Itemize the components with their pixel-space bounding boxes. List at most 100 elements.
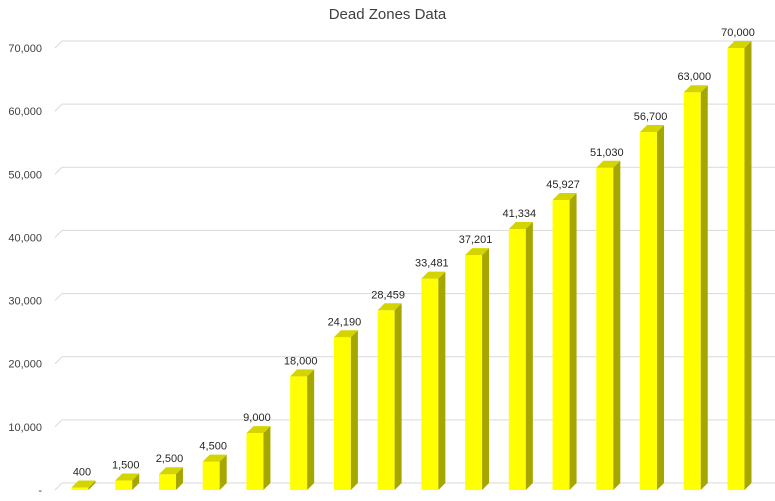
- y-tick-label: 60,000: [8, 106, 42, 118]
- bar-front: [333, 337, 351, 490]
- bar-front: [596, 167, 614, 491]
- data-label: 400: [73, 466, 91, 478]
- bar: [683, 85, 708, 490]
- bar-top: [727, 41, 752, 48]
- bar: [465, 248, 490, 490]
- data-label: 56,700: [634, 111, 668, 123]
- y-tick-label: 30,000: [8, 296, 42, 308]
- y-tick-label: 10,000: [8, 422, 42, 434]
- bar-top: [596, 160, 621, 168]
- bar-side: [175, 467, 183, 490]
- bar-top: [115, 473, 140, 481]
- bar-side: [482, 248, 490, 490]
- data-label: 33,481: [415, 258, 449, 270]
- bar-top: [202, 454, 227, 462]
- data-labels: 400 1,500 2,500 4,500 9,000 18,000 24,190 28,45…: [73, 27, 755, 478]
- data-label: 70,000: [721, 27, 755, 39]
- bar-top: [290, 369, 315, 377]
- bar-side: [263, 426, 271, 490]
- bar-front: [202, 461, 220, 490]
- bar: [640, 124, 665, 491]
- data-label: 18,000: [284, 355, 318, 367]
- bar-side: [88, 480, 96, 490]
- bar-top: [683, 85, 708, 93]
- data-label: 28,459: [371, 289, 405, 301]
- y-tick-label: -: [38, 485, 42, 497]
- bar-front: [465, 255, 483, 490]
- bar-front: [683, 92, 701, 490]
- bar: [115, 473, 140, 490]
- bar-top: [246, 426, 271, 434]
- gridline-slant: [54, 166, 63, 175]
- bar-front: [552, 200, 570, 491]
- gridline-slant: [54, 40, 63, 49]
- bar-top: [640, 124, 665, 132]
- bar-side: [613, 160, 621, 491]
- bar-side: [132, 473, 140, 490]
- chart-title: Dead Zones Data: [328, 6, 447, 23]
- data-label: 45,927: [546, 179, 580, 191]
- bar-top: [158, 467, 183, 475]
- y-axis: - 10,000 20,000 30,000 40,000 50,000 60,000 70,…: [8, 43, 42, 497]
- bar-front: [640, 131, 658, 491]
- bar: [377, 303, 402, 490]
- bar-front: [377, 310, 395, 490]
- bar-side: [700, 85, 708, 490]
- bar: [290, 369, 315, 490]
- bar: [596, 160, 621, 491]
- bar-side: [438, 271, 446, 490]
- bar-side: [744, 41, 752, 490]
- bar: [508, 222, 533, 490]
- data-label: 37,201: [459, 234, 493, 246]
- bar: [71, 480, 96, 490]
- gridline-slant: [54, 419, 63, 428]
- gridline-slant: [54, 293, 63, 301]
- bar-top: [333, 330, 358, 338]
- bar-side: [657, 124, 665, 490]
- bar: [421, 271, 446, 490]
- bar-top: [552, 193, 577, 201]
- data-label: 24,190: [328, 316, 362, 328]
- bar-top: [377, 303, 402, 311]
- bar: [158, 467, 183, 490]
- data-label: 2,500: [156, 453, 184, 465]
- bar-side: [394, 303, 402, 490]
- gridline-slant: [54, 482, 63, 491]
- data-label: 4,500: [199, 441, 227, 453]
- gridline-slant: [54, 103, 63, 112]
- bar-top: [71, 480, 96, 488]
- data-label: 41,334: [503, 208, 537, 220]
- bar: [333, 330, 358, 490]
- bars: [71, 41, 752, 491]
- bar: [552, 193, 577, 491]
- y-tick-label: 20,000: [8, 359, 42, 371]
- bar-front: [508, 229, 526, 490]
- bar-front: [158, 474, 176, 490]
- gridline-slant: [54, 356, 63, 365]
- bar-side: [307, 369, 315, 490]
- bar-front: [421, 278, 439, 490]
- y-tick-label: 40,000: [8, 232, 42, 244]
- data-label: 9,000: [243, 412, 271, 424]
- bar-top: [421, 271, 446, 279]
- gridline-slant: [54, 230, 63, 238]
- bar-side: [219, 454, 227, 490]
- y-tick-label: 50,000: [8, 169, 42, 181]
- bar-side: [350, 330, 358, 490]
- bar-front: [115, 480, 133, 490]
- data-label: 63,000: [677, 71, 711, 83]
- bar-front: [727, 48, 745, 490]
- bar: [727, 41, 752, 490]
- data-label: 51,030: [590, 147, 624, 159]
- bar-front: [71, 487, 89, 490]
- bar: [246, 426, 271, 490]
- data-label: 1,500: [112, 460, 140, 472]
- bar: [202, 454, 227, 490]
- y-tick-label: 70,000: [8, 43, 42, 55]
- bar-front: [246, 433, 264, 490]
- bar-side: [569, 193, 577, 491]
- bar-top: [508, 222, 533, 230]
- bar-side: [525, 222, 533, 490]
- bar-front: [290, 376, 308, 490]
